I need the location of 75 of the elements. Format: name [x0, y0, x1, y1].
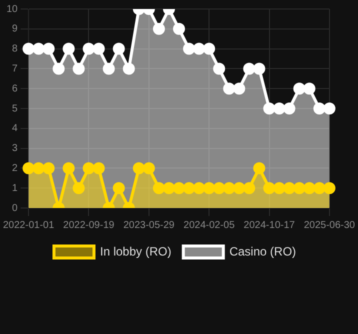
legend-label: In lobby (RO): [100, 244, 172, 258]
y-tick-label: 8: [12, 44, 18, 55]
point: [22, 162, 35, 174]
y-tick-label: 9: [12, 24, 18, 35]
y-tick-label: 4: [12, 123, 18, 134]
x-tick-label: 2022-09-19: [63, 220, 115, 231]
point: [32, 162, 45, 174]
x-tick-label: 2023-05-29: [123, 220, 175, 231]
point: [273, 102, 286, 114]
point: [313, 102, 326, 114]
point: [102, 62, 115, 75]
y-tick-label: 7: [12, 63, 18, 74]
point: [223, 182, 236, 194]
point: [243, 62, 256, 75]
point: [273, 182, 286, 194]
point: [173, 182, 185, 194]
point: [82, 42, 95, 55]
point: [62, 42, 75, 55]
point: [122, 62, 135, 75]
point: [263, 102, 276, 114]
point: [263, 182, 276, 194]
point: [22, 42, 35, 55]
point: [152, 182, 165, 194]
x-tick-label: 2025-06-30: [304, 220, 356, 231]
point: [62, 162, 75, 174]
point: [42, 42, 55, 55]
point: [162, 182, 175, 194]
point: [283, 102, 296, 114]
point: [313, 182, 326, 194]
point: [253, 162, 266, 174]
point: [152, 22, 165, 35]
x-tick-label: 2022-01-01: [3, 220, 55, 231]
point: [52, 62, 65, 75]
point: [142, 162, 155, 174]
x-tick-label: 2024-10-17: [244, 220, 296, 231]
point: [112, 182, 125, 194]
point: [132, 162, 145, 174]
x-tick-label: 2024-02-05: [184, 220, 236, 231]
y-tick-label: 1: [12, 182, 18, 194]
point: [213, 62, 226, 75]
y-tick-label: 3: [12, 143, 18, 154]
y-tick-label: 5: [12, 103, 18, 114]
point: [82, 162, 95, 174]
y-tick-label: 10: [6, 4, 18, 15]
point: [193, 42, 206, 55]
y-tick-label: 2: [12, 162, 18, 174]
point: [203, 42, 216, 55]
point: [112, 42, 125, 55]
point: [72, 62, 85, 75]
point: [323, 102, 336, 114]
point: [92, 162, 105, 174]
y-tick-label: 6: [12, 83, 18, 94]
point: [72, 182, 85, 194]
point: [203, 182, 216, 194]
point: [283, 182, 296, 194]
point: [233, 182, 246, 194]
point: [323, 182, 336, 194]
point: [303, 182, 316, 194]
point: [233, 82, 246, 95]
point: [223, 82, 236, 95]
point: [42, 162, 55, 174]
point: [293, 82, 306, 95]
point: [243, 182, 256, 194]
point: [293, 182, 306, 194]
point: [173, 22, 185, 35]
y-tick-label: 0: [12, 202, 18, 214]
legend-label: Casino (RO): [229, 244, 296, 258]
point: [303, 82, 316, 95]
point: [253, 62, 266, 75]
point: [32, 42, 45, 55]
point: [193, 182, 206, 194]
point: [183, 42, 196, 55]
point: [92, 42, 105, 55]
point: [213, 182, 226, 194]
point: [183, 182, 196, 194]
